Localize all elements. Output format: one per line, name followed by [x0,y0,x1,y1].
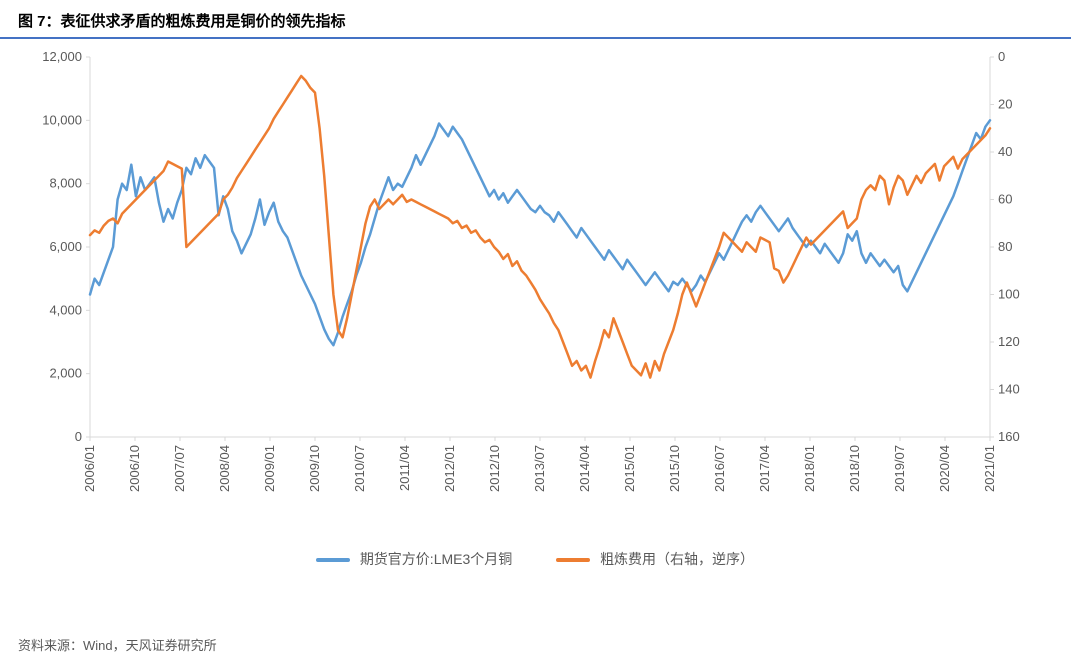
svg-text:2007/07: 2007/07 [172,445,187,492]
svg-text:2012/01: 2012/01 [442,445,457,492]
svg-text:2021/01: 2021/01 [982,445,997,492]
svg-text:2006/10: 2006/10 [127,445,142,492]
svg-text:40: 40 [998,144,1012,159]
svg-text:10,000: 10,000 [42,112,82,127]
svg-text:2011/04: 2011/04 [397,445,412,491]
svg-text:160: 160 [998,429,1020,444]
legend-item-1: 粗炼费用（右轴，逆序） [556,549,754,569]
svg-text:2010/07: 2010/07 [352,445,367,492]
legend-swatch-1 [556,558,590,562]
svg-text:2009/01: 2009/01 [262,445,277,492]
svg-text:2020/04: 2020/04 [937,445,952,492]
svg-text:4,000: 4,000 [49,302,82,317]
legend-label-1: 粗炼费用（右轴，逆序） [600,551,754,567]
figure-title: 图 7：表征供求矛盾的粗炼费用是铜价的领先指标 [0,0,1071,39]
svg-text:2018/01: 2018/01 [802,445,817,492]
svg-text:2018/10: 2018/10 [847,445,862,492]
legend-item-0: 期货官方价:LME3个月铜 [316,549,512,569]
svg-text:2,000: 2,000 [49,366,82,381]
legend-label-0: 期货官方价:LME3个月铜 [360,551,512,567]
svg-text:8,000: 8,000 [49,176,82,191]
svg-text:2015/10: 2015/10 [667,445,682,492]
svg-text:2008/04: 2008/04 [217,445,232,492]
svg-text:60: 60 [998,192,1012,207]
svg-text:120: 120 [998,334,1020,349]
chart-container: 0 2,000 4,000 6,000 8,000 10,000 12,000 0 20 40 60… [20,47,1050,577]
svg-text:2013/07: 2013/07 [532,445,547,492]
svg-text:20: 20 [998,97,1012,112]
legend: 期货官方价:LME3个月铜 粗炼费用（右轴，逆序） [20,549,1050,569]
svg-text:12,000: 12,000 [42,49,82,64]
svg-text:2014/04: 2014/04 [577,445,592,492]
svg-text:100: 100 [998,287,1020,302]
source-text: 资料来源：Wind，天风证券研究所 [18,635,217,654]
svg-text:2012/10: 2012/10 [487,445,502,492]
svg-text:2016/07: 2016/07 [712,445,727,492]
svg-text:0: 0 [998,49,1005,64]
svg-text:2017/04: 2017/04 [757,445,772,492]
svg-text:0: 0 [75,429,82,444]
svg-text:140: 140 [998,382,1020,397]
svg-text:2006/01: 2006/01 [82,445,97,492]
dual-axis-line-chart: 0 2,000 4,000 6,000 8,000 10,000 12,000 0 20 40 60… [20,47,1050,547]
legend-swatch-0 [316,558,350,562]
svg-text:2019/07: 2019/07 [892,445,907,492]
svg-text:6,000: 6,000 [49,239,82,254]
svg-text:2015/01: 2015/01 [622,445,637,492]
svg-text:80: 80 [998,239,1012,254]
svg-text:2009/10: 2009/10 [307,445,322,492]
